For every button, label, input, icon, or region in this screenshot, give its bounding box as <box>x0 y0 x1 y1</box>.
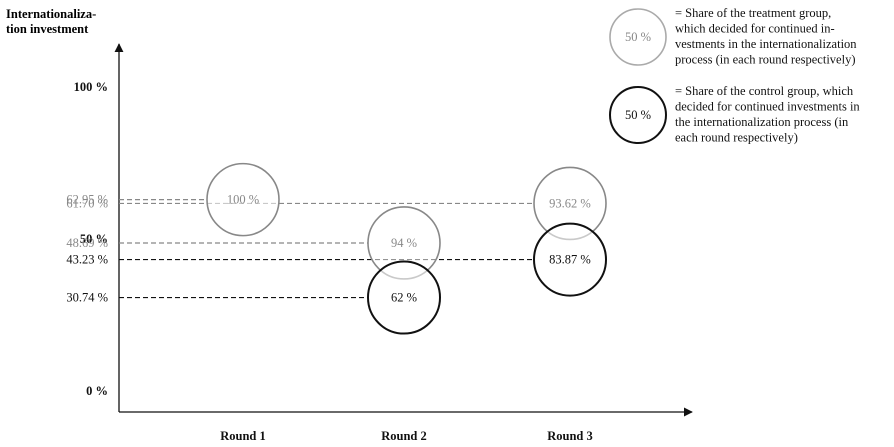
y-axis-title-line: tion investment <box>6 22 89 36</box>
legend-treatment-text-line: which decided for continued in- <box>675 22 835 36</box>
treatment-bubble <box>206 162 280 237</box>
control-bubble <box>367 260 441 335</box>
y-axis-title-line: Internationaliza- <box>6 7 96 21</box>
control-bubble <box>533 222 607 297</box>
control-bubble-label: 83.87 % <box>549 253 591 267</box>
legend-control-text-line: = Share of the control group, which <box>675 84 854 98</box>
y-tick-label: 0 % <box>86 384 108 398</box>
legend-treatment-text-line: = Share of the treatment group, <box>675 6 831 20</box>
legend-control-circle <box>609 86 667 144</box>
x-category-label: Round 1 <box>220 429 266 443</box>
legend-control-sample: 50 % <box>625 108 651 122</box>
treatment-bubble-label: 93.62 % <box>549 196 591 210</box>
legend-treatment-text-line: process (in each round respectively) <box>675 53 855 67</box>
guide-label: 62.95 % <box>66 193 108 207</box>
treatment-bubble-label: 94 % <box>391 236 417 250</box>
guide-label: 48.69 % <box>66 236 108 250</box>
legend-treatment-circle <box>609 8 667 66</box>
control-bubble-label: 62 % <box>391 291 417 305</box>
guide-label: 43.23 % <box>66 253 108 267</box>
legend-control-text-line: each round respectively) <box>675 131 798 145</box>
guide-label: 30.74 % <box>66 291 108 305</box>
x-category-label: Round 2 <box>381 429 427 443</box>
guide-label: 61.70 % <box>66 196 108 210</box>
legend-control-text-line: the internationalization process (in <box>675 115 849 129</box>
legend-control-text-line: decided for continued investments in <box>675 100 860 114</box>
y-tick-label: 100 % <box>74 80 108 94</box>
legend-treatment-text-line: vestments in the internationalization <box>675 37 857 51</box>
treatment-bubble-label: 100 % <box>227 193 259 207</box>
legend-treatment-sample: 50 % <box>625 30 651 44</box>
y-tick-label: 50 % <box>80 232 108 246</box>
x-category-label: Round 3 <box>547 429 593 443</box>
